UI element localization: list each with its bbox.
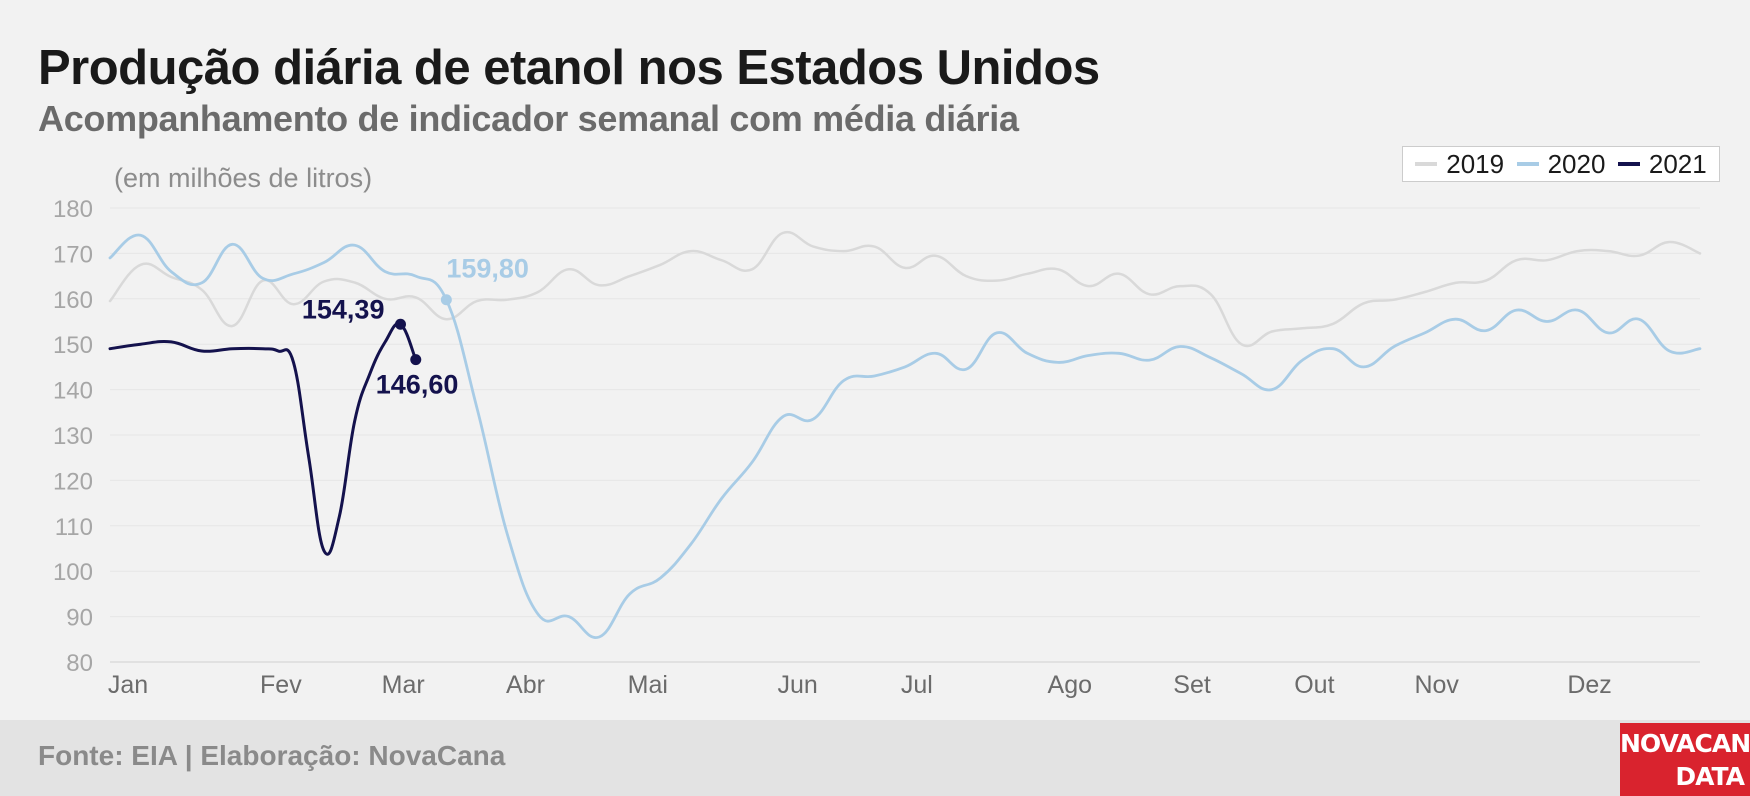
y-tick-label-160: 160 (53, 287, 93, 314)
y-tick-label-100: 100 (53, 559, 93, 586)
series-line-2021 (108, 322, 418, 556)
legend-item-2021: 2021 (1617, 148, 1707, 180)
y-tick-label-180: 180 (53, 196, 93, 223)
data-annotations: 159,80 154,39 146,60 (302, 254, 529, 400)
x-tick-label-mar: Mar (382, 671, 425, 699)
legend-item-2019: 2019 (1415, 149, 1504, 180)
source-credit: Fonte: EIA | Elaboração: NovaCana (38, 740, 506, 771)
legend-swatch-2019 (1415, 162, 1438, 166)
series-lines (108, 230, 1702, 640)
x-tick-label-jun: Jun (777, 671, 817, 699)
annotation-label-146-60: 146,60 (376, 370, 459, 400)
logo-text-top: NOVACANA (1620, 729, 1750, 758)
annotation-label-154-39: 154,39 (302, 294, 385, 324)
y-tick-label-120: 120 (53, 468, 93, 495)
annotation-marker-2021-146-60 (410, 354, 422, 366)
annotation-marker-2021-154-39 (394, 318, 406, 330)
y-axis-unit-label: (em milhões de litros) (114, 163, 373, 193)
y-tick-label-90: 90 (66, 605, 93, 632)
chart-legend: 2019 2020 2021 (1402, 146, 1720, 182)
y-tick-label-150: 150 (53, 332, 93, 359)
legend-label-2021: 2021 (1648, 148, 1707, 179)
x-tick-label-mai: Mai (628, 671, 668, 699)
y-tick-label-140: 140 (53, 378, 93, 405)
x-tick-label-out: Out (1294, 671, 1334, 699)
grid-lines (110, 207, 1700, 663)
legend-label-2020: 2020 (1547, 148, 1606, 179)
x-tick-label-dez: Dez (1567, 671, 1611, 699)
legend-swatch-2020 (1516, 162, 1539, 166)
x-tick-label-ago: Ago (1048, 671, 1092, 699)
x-axis: Jan Fev Mar Abr Mai Jun Jul Ago Set Out Nov Dez (108, 661, 1700, 699)
x-tick-label-abr: Abr (506, 671, 545, 699)
novacana-data-logo: NOVACANA DATA (1620, 723, 1750, 796)
x-tick-label-fev: Fev (260, 671, 302, 699)
y-tick-label-110: 110 (55, 514, 93, 541)
x-tick-label-set: Set (1173, 671, 1211, 699)
series-line-2019 (108, 230, 1702, 348)
x-tick-label-nov: Nov (1414, 671, 1459, 699)
x-tick-label-jul: Jul (901, 671, 933, 699)
legend-label-2019: 2019 (1446, 148, 1505, 179)
y-tick-label-170: 170 (53, 241, 93, 268)
annotation-label-159-80: 159,80 (446, 254, 529, 284)
logo-text-bottom: DATA (1675, 762, 1745, 791)
legend-swatch-2021 (1617, 162, 1640, 166)
y-tick-label-80: 80 (66, 650, 93, 677)
line-chart: 80 90 100 110 120 130 140 150 160 170 180 Jan Fev Ma… (53, 196, 1702, 699)
annotation-marker-2020-159-80 (440, 294, 452, 306)
footer-bar: Fonte: EIA | Elaboração: NovaCana (0, 720, 1750, 796)
chart-subtitle: Acompanhamento de indicador semanal com … (38, 98, 1019, 139)
chart-title: Produção diária de etanol nos Estados Un… (38, 41, 1100, 95)
y-axis: 80 90 100 110 120 130 140 150 160 170 180 (53, 196, 93, 677)
legend-item-2020: 2020 (1516, 148, 1606, 180)
series-line-2020 (108, 233, 1702, 640)
y-tick-label-130: 130 (53, 423, 93, 450)
x-tick-label-jan: Jan (108, 671, 148, 699)
